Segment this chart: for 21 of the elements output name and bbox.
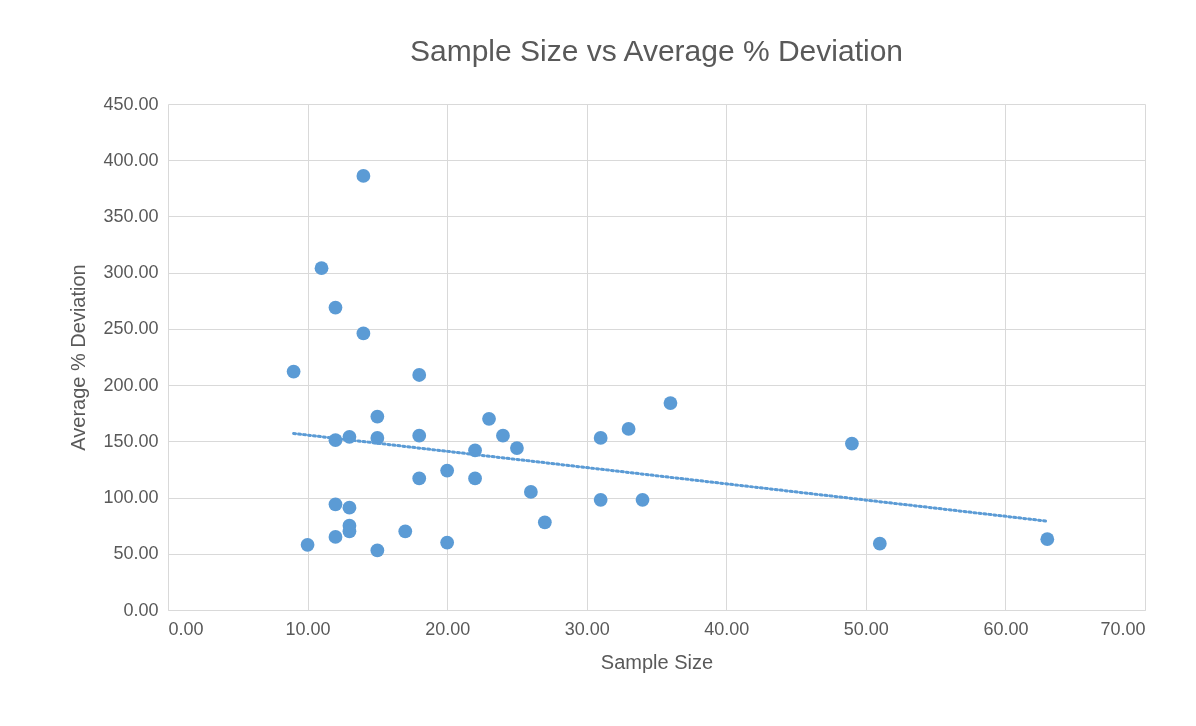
x-tick-label: 60.00	[983, 618, 1029, 639]
y-tick-label: 300.00	[103, 262, 159, 283]
y-tick-label: 200.00	[103, 374, 159, 395]
y-tick-label: 400.00	[103, 149, 159, 170]
y-tick-label: 0.00	[123, 599, 159, 620]
x-tick-label: 50.00	[843, 618, 889, 639]
y-tick-label: 250.00	[103, 318, 159, 339]
y-axis-title: Average % Deviation	[67, 264, 90, 451]
y-tick-label: 100.00	[103, 487, 159, 508]
y-tick-label: 450.00	[103, 93, 159, 114]
y-tick-label: 150.00	[103, 430, 159, 451]
chart-title: Sample Size vs Average % Deviation	[409, 34, 904, 67]
x-axis-title: Sample Size	[600, 650, 714, 673]
x-tick-label: 20.00	[425, 618, 471, 639]
x-tick-label: 10.00	[285, 618, 331, 639]
y-tick-label: 50.00	[113, 543, 159, 564]
x-tick-label: 40.00	[704, 618, 750, 639]
x-tick-label: 70.00	[1100, 618, 1146, 639]
y-tick-label: 350.00	[103, 205, 159, 226]
x-tick-label: 30.00	[564, 618, 610, 639]
x-tick-label: 0.00	[168, 618, 204, 639]
